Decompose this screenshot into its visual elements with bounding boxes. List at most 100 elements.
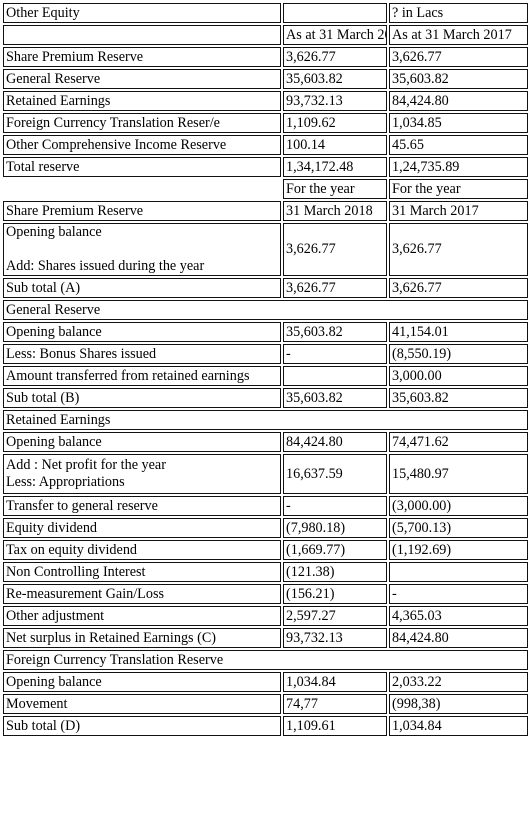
column-header-2017: As at 31 March 2017 bbox=[389, 25, 528, 45]
column-header-2018: As at 31 March 2018 bbox=[283, 25, 387, 45]
value-2018: 3,626.77 bbox=[283, 223, 387, 276]
value-2017: 4,365.03 bbox=[389, 606, 528, 626]
row-label: Movement bbox=[3, 694, 281, 714]
table-row: Opening balance 1,034.84 2,033.22 bbox=[3, 672, 528, 692]
value-2018: 93,732.13 bbox=[283, 91, 387, 111]
row-label: Other adjustment bbox=[3, 606, 281, 626]
value-2017: 84,424.80 bbox=[389, 628, 528, 648]
table-row: Total reserve 1,34,172.48 1,24,735.89 bbox=[3, 157, 528, 177]
subtotal-row: Sub total (A) 3,626.77 3,626.77 bbox=[3, 278, 528, 298]
column-header-row: As at 31 March 2018 As at 31 March 2017 bbox=[3, 25, 528, 45]
row-label: Sub total (D) bbox=[3, 716, 281, 736]
row-label-multi: Add : Net profit for the year Less: Appr… bbox=[3, 454, 281, 494]
value-2018: 84,424.80 bbox=[283, 432, 387, 452]
table-row: Transfer to general reserve - (3,000.00) bbox=[3, 496, 528, 516]
value-2017: 1,034.85 bbox=[389, 113, 528, 133]
value-2017: 41,154.01 bbox=[389, 322, 528, 342]
value-2017: (998,38) bbox=[389, 694, 528, 714]
unit-label: ? in Lacs bbox=[389, 3, 528, 23]
opening-label: Opening balance bbox=[6, 224, 102, 240]
table-row: General Reserve 35,603.82 35,603.82 bbox=[3, 69, 528, 89]
table-row: Foreign Currency Translation Reser/e 1,1… bbox=[3, 113, 528, 133]
table-row: Amount transferred from retained earning… bbox=[3, 366, 528, 386]
row-label: Sub total (B) bbox=[3, 388, 281, 408]
table-row: Tax on equity dividend (1,669.77) (1,192… bbox=[3, 540, 528, 560]
table-row: Less: Bonus Shares issued - (8,550.19) bbox=[3, 344, 528, 364]
subtotal-row: Sub total (D) 1,109.61 1,034.84 bbox=[3, 716, 528, 736]
for-the-year-2018: For the year bbox=[283, 179, 387, 199]
other-equity-table: Other Equity ? in Lacs As at 31 March 20… bbox=[1, 1, 530, 738]
table-title: Other Equity bbox=[3, 3, 281, 23]
table-header-row: Other Equity ? in Lacs bbox=[3, 3, 528, 23]
value-2017: 45.65 bbox=[389, 135, 528, 155]
spacer-cell bbox=[3, 179, 281, 199]
empty-cell bbox=[283, 3, 387, 23]
table-row: Opening balance 35,603.82 41,154.01 bbox=[3, 322, 528, 342]
value-2017: 3,626.77 bbox=[389, 278, 528, 298]
section-title-retained-earnings: Retained Earnings bbox=[3, 410, 528, 430]
section-header-row: Share Premium Reserve 31 March 2018 31 M… bbox=[3, 201, 528, 221]
value-2018: 1,109.61 bbox=[283, 716, 387, 736]
add-shares-label: Add: Shares issued during the year bbox=[6, 258, 205, 274]
table-row: Non Controlling Interest (121.38) bbox=[3, 562, 528, 582]
row-label: Opening balance bbox=[3, 672, 281, 692]
value-2018: 1,034.84 bbox=[283, 672, 387, 692]
appropriations-label: Less: Appropriations bbox=[6, 474, 125, 490]
table-row: Other Comprehensive Income Reserve 100.1… bbox=[3, 135, 528, 155]
value-2018: 1,109.62 bbox=[283, 113, 387, 133]
value-2017: 3,626.77 bbox=[389, 47, 528, 67]
row-label: Other Comprehensive Income Reserve bbox=[3, 135, 281, 155]
value-2017: (1,192.69) bbox=[389, 540, 528, 560]
value-2018: 100.14 bbox=[283, 135, 387, 155]
subtotal-row: Net surplus in Retained Earnings (C) 93,… bbox=[3, 628, 528, 648]
value-2017: 3,626.77 bbox=[389, 223, 528, 276]
row-label: Opening balance bbox=[3, 322, 281, 342]
value-2018: 16,637.59 bbox=[283, 454, 387, 494]
value-2017: 84,424.80 bbox=[389, 91, 528, 111]
table-row: Other adjustment 2,597.27 4,365.03 bbox=[3, 606, 528, 626]
value-2018: (156.21) bbox=[283, 584, 387, 604]
row-label: Opening balance bbox=[3, 432, 281, 452]
section-title-fctr: Foreign Currency Translation Reserve bbox=[3, 650, 528, 670]
section-header-row: Foreign Currency Translation Reserve bbox=[3, 650, 528, 670]
row-label: Retained Earnings bbox=[3, 91, 281, 111]
table-row: Share Premium Reserve 3,626.77 3,626.77 bbox=[3, 47, 528, 67]
table-row: Opening balance Add: Shares issued durin… bbox=[3, 223, 528, 276]
value-2018: 35,603.82 bbox=[283, 69, 387, 89]
row-label: Equity dividend bbox=[3, 518, 281, 538]
value-2018: 2,597.27 bbox=[283, 606, 387, 626]
row-label: Tax on equity dividend bbox=[3, 540, 281, 560]
table-row: Re-measurement Gain/Loss (156.21) - bbox=[3, 584, 528, 604]
period-2017: 31 March 2017 bbox=[389, 201, 528, 221]
period-2018: 31 March 2018 bbox=[283, 201, 387, 221]
value-2017 bbox=[389, 562, 528, 582]
value-2017: (5,700.13) bbox=[389, 518, 528, 538]
value-2018 bbox=[283, 366, 387, 386]
value-2017: (8,550.19) bbox=[389, 344, 528, 364]
value-2017: 2,033.22 bbox=[389, 672, 528, 692]
value-2018: 35,603.82 bbox=[283, 388, 387, 408]
value-2018: 35,603.82 bbox=[283, 322, 387, 342]
net-profit-label: Add : Net profit for the year bbox=[6, 457, 166, 473]
value-2017: 1,034.84 bbox=[389, 716, 528, 736]
value-2018: (7,980.18) bbox=[283, 518, 387, 538]
value-2017: 15,480.97 bbox=[389, 454, 528, 494]
table-row: Add : Net profit for the year Less: Appr… bbox=[3, 454, 528, 494]
value-2018: 74,77 bbox=[283, 694, 387, 714]
value-2018: 93,732.13 bbox=[283, 628, 387, 648]
value-2018: 3,626.77 bbox=[283, 47, 387, 67]
value-2017: 1,24,735.89 bbox=[389, 157, 528, 177]
row-label: Net surplus in Retained Earnings (C) bbox=[3, 628, 281, 648]
value-2017: 35,603.82 bbox=[389, 69, 528, 89]
row-label: Re-measurement Gain/Loss bbox=[3, 584, 281, 604]
subtotal-row: Sub total (B) 35,603.82 35,603.82 bbox=[3, 388, 528, 408]
row-label: General Reserve bbox=[3, 69, 281, 89]
section-header-row: General Reserve bbox=[3, 300, 528, 320]
empty-cell bbox=[3, 25, 281, 45]
value-2017: 35,603.82 bbox=[389, 388, 528, 408]
value-2018: - bbox=[283, 496, 387, 516]
table-row: Opening balance 84,424.80 74,471.62 bbox=[3, 432, 528, 452]
row-label: Amount transferred from retained earning… bbox=[3, 366, 281, 386]
table-row: Equity dividend (7,980.18) (5,700.13) bbox=[3, 518, 528, 538]
row-label: Foreign Currency Translation Reser/e bbox=[3, 113, 281, 133]
